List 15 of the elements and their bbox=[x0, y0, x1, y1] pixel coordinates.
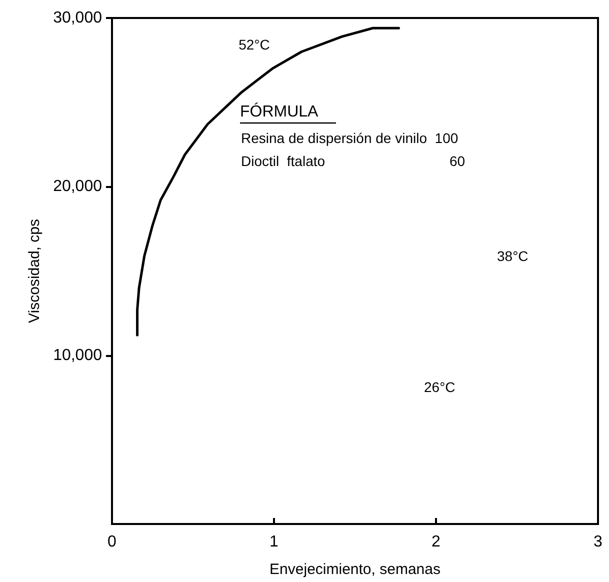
x-tick-label: 0 bbox=[108, 534, 117, 550]
y-tick-label: 10,000 bbox=[53, 346, 102, 364]
annotation: Dioctil ftalato 60 bbox=[241, 153, 466, 169]
x-axis-title: Envejecimiento, semanas bbox=[270, 561, 440, 578]
x-tick-label: 1 bbox=[270, 534, 279, 550]
series-label: 52°C bbox=[238, 36, 270, 53]
annotation: Resina de dispersión de vinilo 100 bbox=[241, 130, 458, 146]
y-tick-label: 20,000 bbox=[53, 178, 102, 196]
annotation: 26°C bbox=[424, 379, 456, 395]
y-tick-label: 30,000 bbox=[53, 10, 102, 26]
annotation: 38°C bbox=[497, 248, 528, 264]
x-tick-label: 3 bbox=[594, 534, 603, 550]
y-axis-title: Viscosidad, cps bbox=[26, 219, 44, 323]
x-tick-label: 2 bbox=[432, 534, 441, 550]
annotation: FÓRMULA bbox=[240, 102, 319, 120]
